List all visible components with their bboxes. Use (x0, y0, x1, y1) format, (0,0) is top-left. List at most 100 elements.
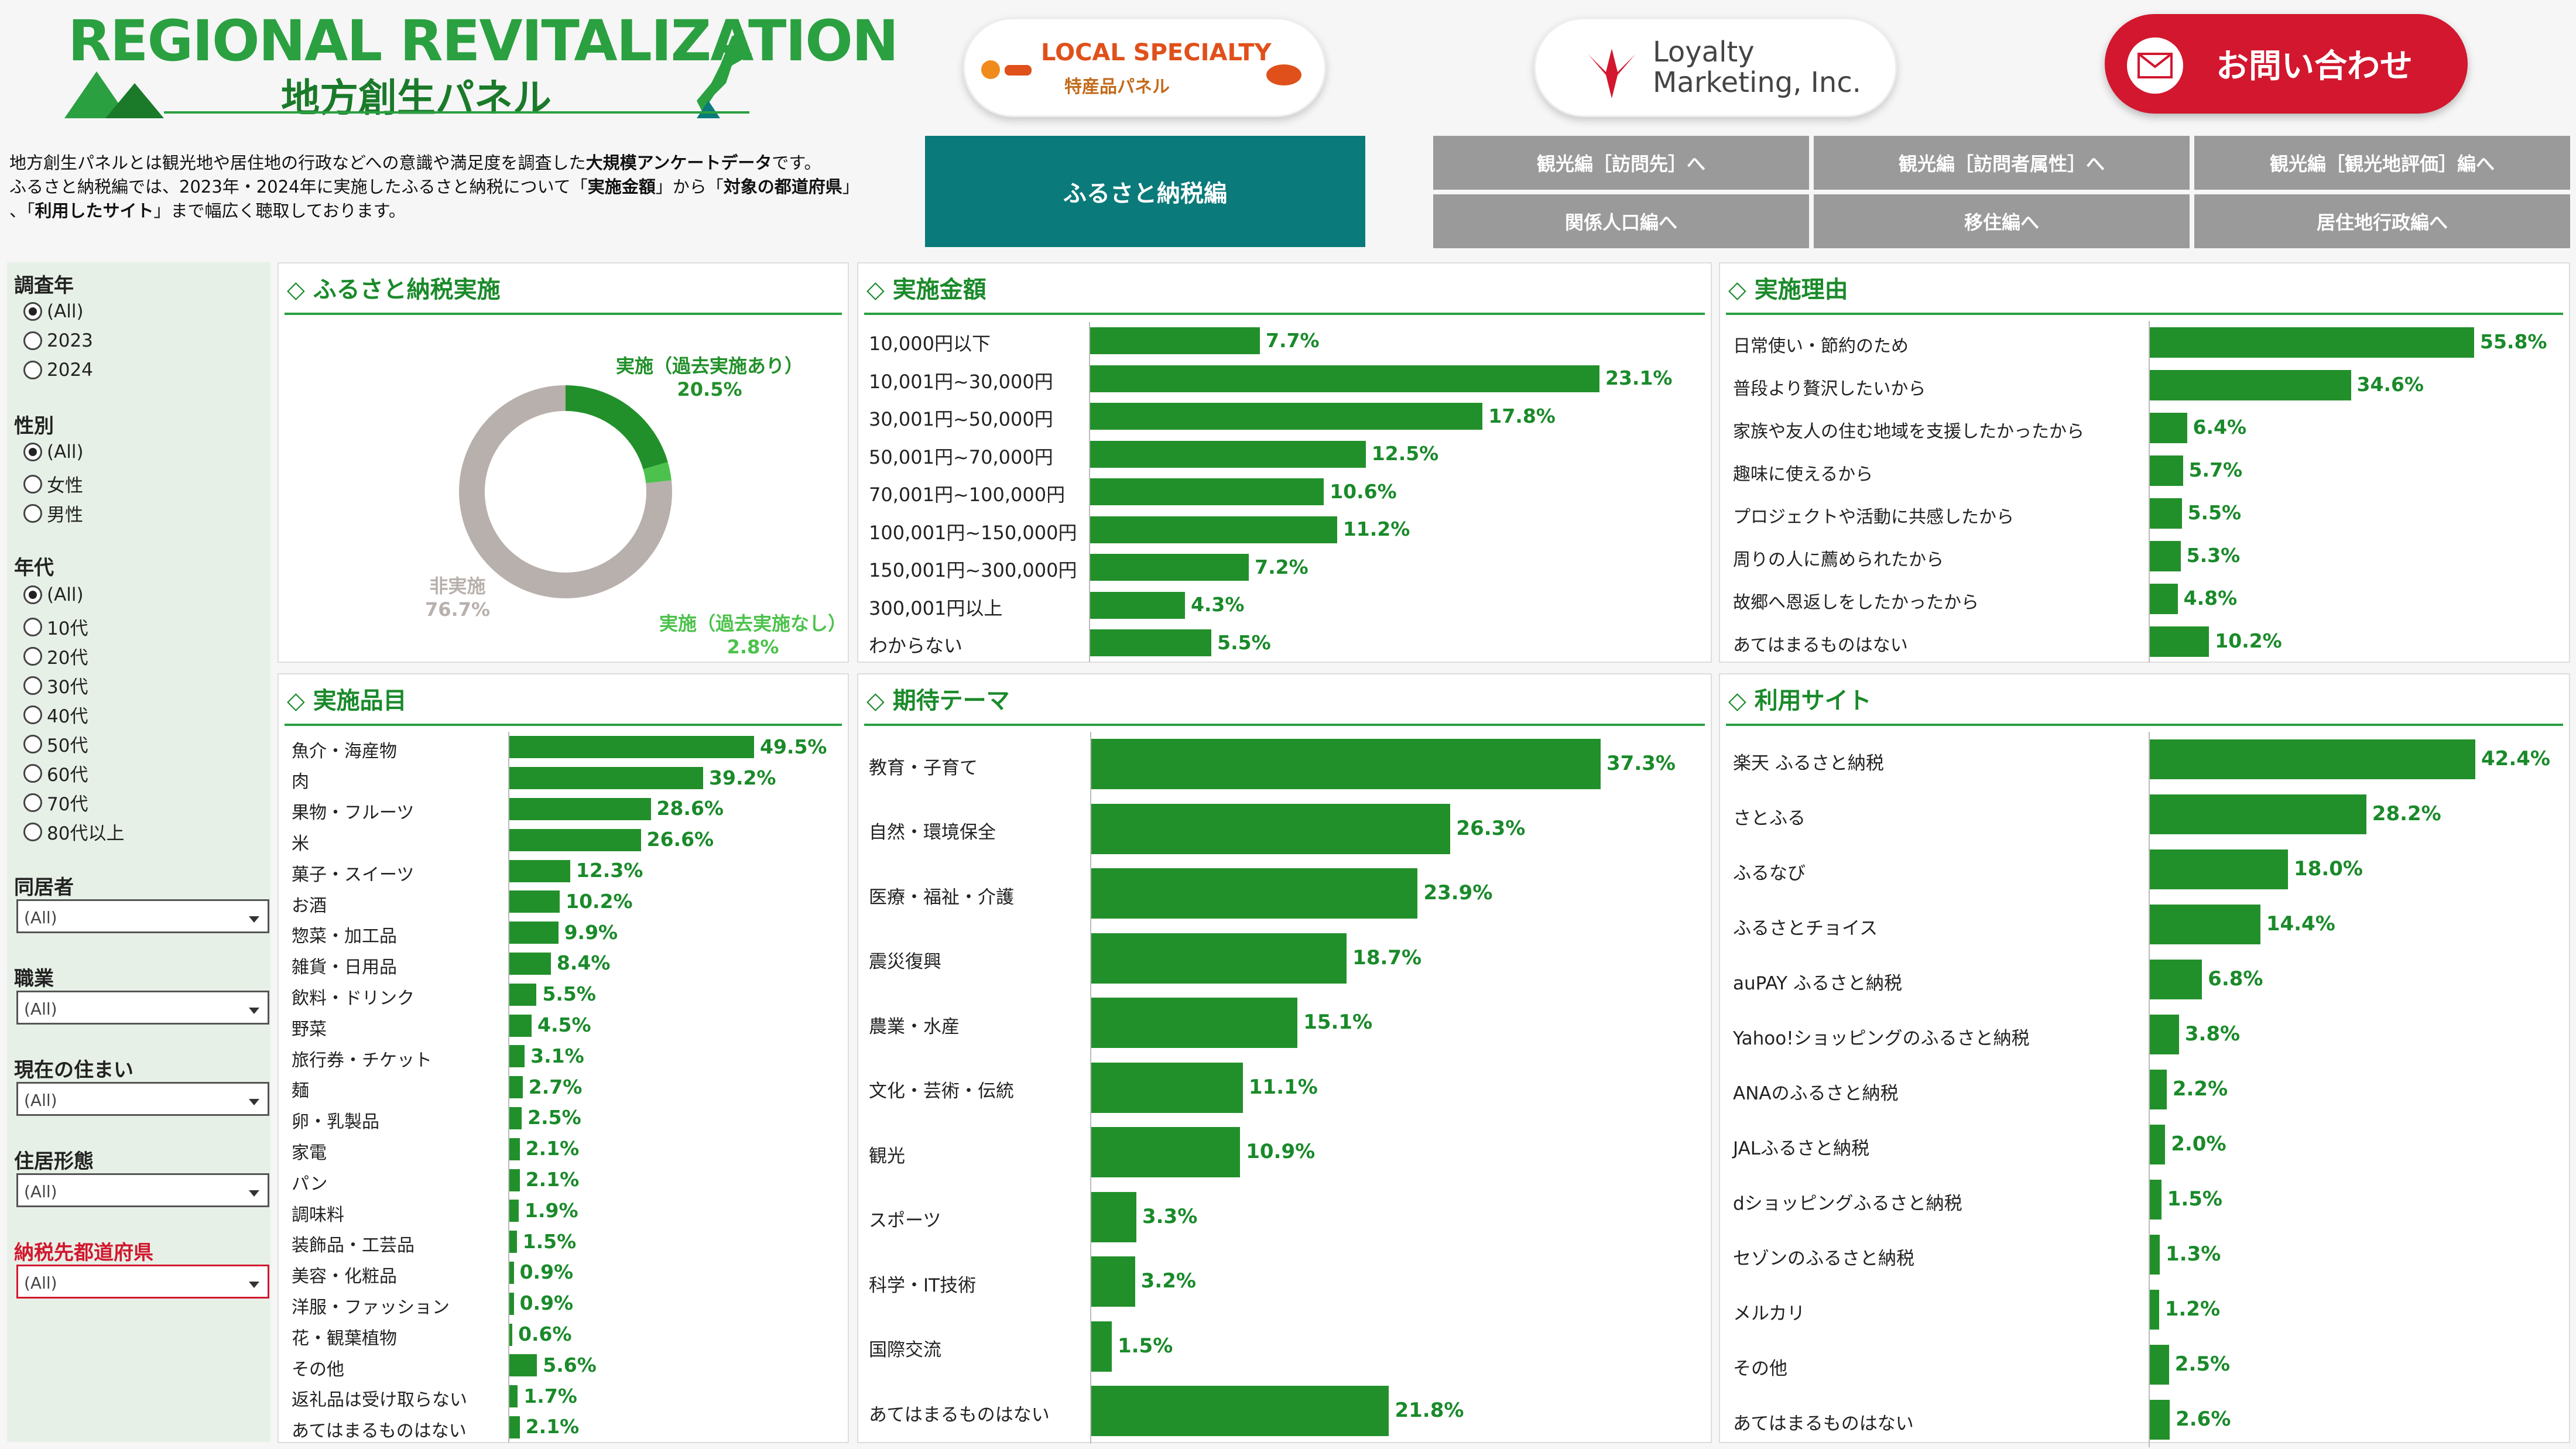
value-label: 3.3% (1142, 1204, 1198, 1228)
value-label: 7.2% (1255, 555, 1308, 578)
radio-age-70[interactable]: 70代 (23, 789, 88, 816)
bar (2150, 583, 2178, 614)
filter-year-title: 調査年 (14, 274, 74, 297)
axis-line (2149, 732, 2150, 1447)
radio-age-60[interactable]: 60代 (23, 760, 88, 786)
value-label: 5.5% (542, 982, 596, 1006)
bar (1090, 440, 1366, 468)
value-label: 2.1% (525, 1137, 580, 1160)
donut-label-none: 非実施 76.7% (425, 575, 491, 621)
category-label: 周りの人に薦められたから (1733, 549, 1944, 570)
category-label: 洋服・ファッション (292, 1297, 450, 1318)
nav-tourism-visit[interactable]: 観光編［訪問先］へ (1433, 136, 1809, 190)
nav-tourism-evaluation[interactable]: 観光編［観光地評価］編へ (2194, 136, 2570, 190)
loyalty-marketing-link[interactable]: Loyalty Marketing, Inc. (1534, 18, 1897, 117)
category-label: 科学・IT技術 (869, 1275, 977, 1296)
nav-related-population[interactable]: 関係人口編へ (1433, 194, 1809, 248)
radio-age-50[interactable]: 50代 (23, 731, 88, 757)
value-label: 17.8% (1488, 404, 1556, 427)
category-label: 300,001円以上 (869, 597, 1003, 619)
radio-age-40[interactable]: 40代 (23, 701, 88, 728)
local-specialty-title: LOCAL SPECIALTY (1041, 39, 1272, 66)
category-label: あてはまるものはない (1733, 635, 1908, 656)
bar (509, 1200, 519, 1222)
bar (1091, 1062, 1243, 1113)
value-label: 1.5% (1117, 1334, 1173, 1358)
value-label: 26.3% (1456, 816, 1526, 840)
bar (2150, 498, 2182, 529)
loyalty-name-line2: Marketing, Inc. (1653, 66, 1861, 99)
bar (2150, 455, 2183, 486)
bar (1091, 1191, 1136, 1242)
value-label: 1.9% (525, 1198, 578, 1222)
value-label: 2.5% (527, 1106, 581, 1129)
housing-dropdown[interactable]: (All) (16, 1173, 269, 1207)
mail-icon (2137, 53, 2173, 78)
value-label: 0.6% (518, 1322, 572, 1345)
radio-year-all[interactable]: (All) (23, 301, 84, 322)
value-label: 12.3% (576, 858, 643, 882)
radio-age-30[interactable]: 30代 (23, 672, 88, 698)
filter-residence-title: 現在の住まい (14, 1059, 133, 1082)
category-label: あてはまるものはない (1733, 1413, 1914, 1434)
category-label: 観光 (869, 1145, 905, 1167)
radio-gender-female[interactable]: 女性 (23, 471, 83, 497)
radio-age-10[interactable]: 10代 (23, 614, 88, 640)
contact-button[interactable]: お問い合わせ (2105, 14, 2468, 114)
bar (1091, 739, 1601, 790)
chevron-down-icon (249, 1099, 259, 1105)
value-label: 5.7% (2188, 458, 2243, 481)
panel-amount: ◇ 実施金額 10,000円以下 7.7% 10,001円~30,000円 23.1%… (857, 262, 1712, 663)
job-dropdown[interactable]: (All) (16, 991, 269, 1025)
nav-migration[interactable]: 移住編へ (1814, 194, 2190, 248)
radio-age-80plus[interactable]: 80代以上 (23, 818, 124, 845)
bar (509, 736, 754, 759)
pref-dropdown[interactable]: (All) (16, 1265, 269, 1299)
nav-furusato-tax[interactable]: ふるさと納税編 (925, 136, 1365, 247)
category-label: セゾンのふるさと納税 (1733, 1248, 1914, 1269)
category-label: 30,001円~50,000円 (869, 408, 1053, 431)
radio-year-2024[interactable]: 2024 (23, 359, 93, 381)
bar (1091, 998, 1298, 1049)
local-specialty-subtitle: 特産品パネル (1064, 77, 1170, 97)
bar (1090, 365, 1599, 392)
category-label: 家電 (292, 1143, 327, 1164)
chevron-down-icon (249, 916, 259, 923)
category-label: 調味料 (292, 1204, 344, 1225)
radio-gender-all[interactable]: (All) (23, 441, 84, 463)
bar (1090, 554, 1249, 581)
category-label: 野菜 (292, 1019, 327, 1040)
category-label: 米 (292, 834, 309, 855)
radio-year-2023[interactable]: 2023 (23, 330, 93, 351)
bar (1091, 1321, 1112, 1372)
radio-age-all[interactable]: (All) (23, 584, 84, 605)
category-label: お酒 (292, 895, 327, 916)
category-label: 震災復興 (869, 951, 941, 973)
bar (1090, 403, 1483, 430)
nav-tourism-visitor-attr[interactable]: 観光編［訪問者属性］へ (1814, 136, 2190, 190)
category-label: 返礼品は受け取らない (292, 1390, 467, 1411)
panel-title: ◇ 利用サイト (1728, 687, 1872, 714)
regional-revitalization-logo[interactable]: REGIONAL REVITALIZATION 地方創生パネル (64, 7, 899, 124)
household-dropdown[interactable]: (All) (16, 899, 269, 933)
local-specialty-link[interactable]: LOCAL SPECIALTY 特産品パネル (963, 18, 1326, 117)
value-label: 23.1% (1605, 366, 1673, 390)
value-label: 1.2% (2164, 1297, 2221, 1321)
residence-dropdown[interactable]: (All) (16, 1082, 269, 1116)
radio-age-20[interactable]: 20代 (23, 643, 88, 669)
category-label: 飲料・ドリンク (292, 988, 415, 1009)
nav-residence-gov[interactable]: 居住地行政編へ (2194, 194, 2570, 248)
radio-gender-male[interactable]: 男性 (23, 500, 83, 526)
bar (2150, 960, 2202, 999)
category-label: プロジェクトや活動に共感したから (1733, 506, 2014, 527)
panel-title: ◇ ふるさと納税実施 (287, 276, 501, 303)
category-label: 美容・化粧品 (292, 1266, 397, 1287)
panel-items: ◇ 実施品目 魚介・海産物 49.5% 肉 39.2% 果物・フルーツ 28.6% 米 26.… (278, 673, 849, 1443)
value-label: 11.2% (1342, 518, 1410, 541)
bar (509, 1076, 523, 1099)
bar (2150, 739, 2475, 779)
bar (509, 922, 559, 944)
bar (509, 1045, 525, 1068)
bar (1090, 478, 1324, 506)
